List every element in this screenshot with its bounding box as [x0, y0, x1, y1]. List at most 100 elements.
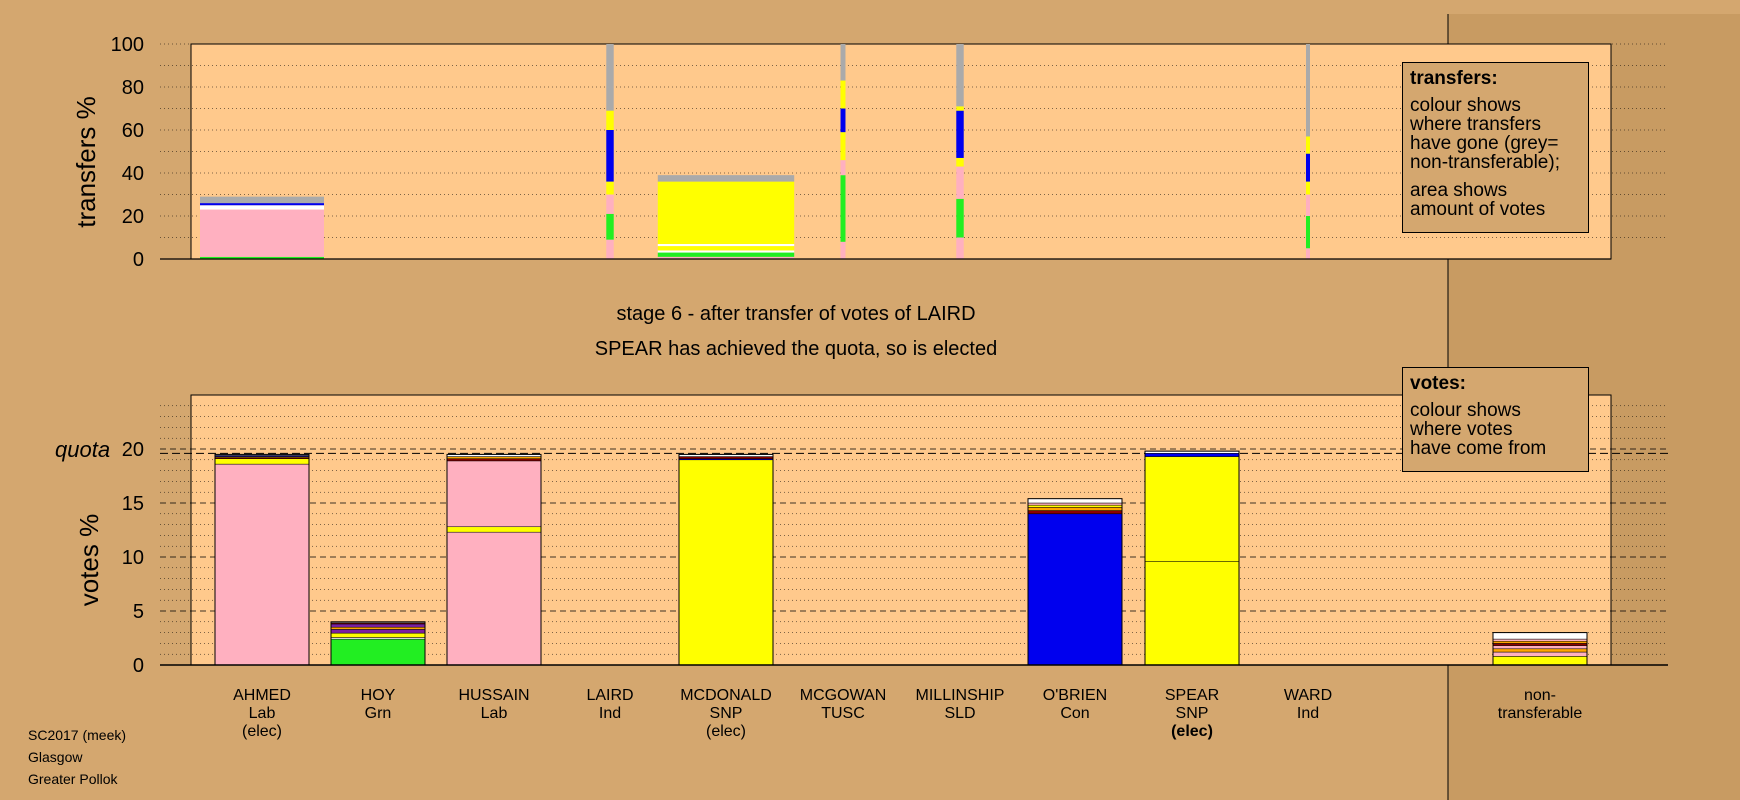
candidate-party: transferable — [1498, 705, 1583, 722]
y-tick-label: 0 — [133, 249, 144, 271]
vote-segment-tusc — [446, 458, 542, 462]
candidate-name: MCGOWAN — [800, 687, 887, 704]
y-tick-label: 60 — [122, 120, 144, 142]
transfer-segment-grn — [956, 198, 964, 238]
vote-segment-lab — [1027, 502, 1123, 506]
transfer-bar-millinship — [956, 44, 964, 259]
vote-segment-snp — [678, 459, 774, 666]
votes-legend-line: colour shows — [1410, 400, 1521, 421]
candidate-party: Ind — [599, 705, 621, 722]
vote-segment-sld — [330, 626, 426, 630]
transfer-segment-snp — [956, 106, 964, 111]
transfer-bar-ward — [1306, 44, 1310, 259]
candidate-name: LAIRD — [586, 687, 633, 704]
transfer-bar-mcdonald — [657, 175, 795, 259]
transfer-segment-snp — [606, 110, 614, 130]
vote-segment-snp — [1144, 561, 1240, 666]
transfer-segment-con — [606, 130, 614, 182]
candidate-status: (elec) — [1171, 723, 1213, 740]
transfer-segment-lab — [657, 256, 795, 259]
election-info: SC2017 (meek) Glasgow Greater Pollok — [28, 724, 126, 790]
votes-legend-line: where votes — [1410, 419, 1513, 440]
vote-bar-ahmed — [214, 453, 310, 666]
vote-bar-mcdonald — [678, 453, 774, 666]
votes-y-axis: 0 5 10 15 20 quota — [55, 437, 1668, 677]
candidate-name: MILLINSHIP — [916, 687, 1005, 704]
transfer-segment-nontransferable — [606, 44, 614, 111]
candidate-status: (elec) — [242, 723, 282, 740]
y-tick-label: 10 — [122, 547, 144, 569]
votes-plot-area — [190, 394, 1612, 666]
stage-title: stage 6 - after transfer of votes of LAI… — [616, 303, 975, 325]
y-tick-label: 100 — [111, 34, 144, 56]
transfer-segment-lab — [840, 241, 846, 259]
candidate-party: TUSC — [821, 705, 865, 722]
vote-bar-nontransferable — [1492, 632, 1588, 666]
y-tick-label: 80 — [122, 77, 144, 99]
transfer-bar-laird — [606, 44, 614, 259]
transfer-segment-white — [657, 243, 795, 247]
vote-segment-grn — [330, 638, 426, 666]
transfer-segment-lab — [606, 239, 614, 259]
transfer-segment-lab — [200, 209, 324, 257]
transfer-segment-snp — [1306, 181, 1310, 195]
transfer-segment-snp — [840, 80, 846, 109]
candidate-name: WARD — [1284, 687, 1332, 704]
transfers-legend-line: area shows — [1410, 180, 1508, 201]
transfer-segment-con — [840, 108, 846, 133]
candidate-status: (elec) — [706, 723, 746, 740]
y-tick-label: 5 — [133, 601, 144, 623]
candidate-party: SLD — [944, 705, 975, 722]
transfers-y-axis: 0 20 40 60 80 100 — [111, 34, 1611, 271]
transfer-segment-nontransferable — [956, 44, 964, 107]
transfer-segment-snp — [840, 132, 846, 161]
candidate-labels: AHMEDLab(elec)HOYGrnHUSSAINLabLAIRDIndMC… — [233, 687, 1582, 740]
vote-segment-lab — [446, 531, 542, 666]
candidate-name: O'BRIEN — [1043, 687, 1107, 704]
transfers-legend-line: have gone (grey= — [1410, 133, 1559, 154]
transfers-legend-line: non-transferable); — [1410, 152, 1560, 173]
vote-segment-white — [1492, 632, 1588, 640]
vote-bar-hussain — [446, 453, 542, 666]
candidate-name: non- — [1524, 687, 1556, 704]
transfers-legend-line: colour shows — [1410, 95, 1521, 116]
transfer-segment-grn — [606, 213, 614, 240]
transfer-segment-snp — [657, 181, 795, 244]
votes-legend: votes: colour shows where votes have com… — [1402, 367, 1589, 472]
votes-bars — [214, 450, 1588, 666]
vote-segment-ind2 — [330, 623, 426, 628]
candidate-party: Lab — [249, 705, 276, 722]
transfer-segment-snp — [657, 246, 795, 251]
vote-segment-lab — [1492, 638, 1588, 642]
vote-segment-snp — [214, 458, 310, 465]
y-tick-label: 0 — [133, 655, 144, 677]
transfer-segment-lab — [956, 166, 964, 199]
transfer-bar-mcgowan — [840, 44, 846, 259]
transfer-segment-grn — [840, 175, 846, 242]
transfers-legend-line: amount of votes — [1410, 199, 1546, 220]
vote-segment-lab — [1492, 645, 1588, 650]
votes-legend-title: votes: — [1410, 373, 1466, 394]
ward-name: Greater Pollok — [28, 771, 118, 787]
vote-segment-sld — [1492, 648, 1588, 653]
transfer-bar-ahmed — [200, 196, 324, 259]
vote-segment-lab — [214, 463, 310, 666]
vote-segment-snp — [1144, 456, 1240, 562]
vote-segment-tusc — [1492, 643, 1588, 646]
candidate-party: Lab — [481, 705, 508, 722]
transfer-segment-lab — [840, 160, 846, 176]
transfers-y-axis-label: transfers % — [71, 96, 101, 228]
vote-segment-ind2 — [330, 629, 426, 634]
transfer-segment-snp — [956, 157, 964, 167]
votes-y-axis-label: votes % — [74, 514, 104, 607]
candidate-name: HUSSAIN — [458, 687, 529, 704]
transfer-segment-con — [956, 110, 964, 158]
transfers-legend-title: transfers: — [1410, 68, 1498, 89]
